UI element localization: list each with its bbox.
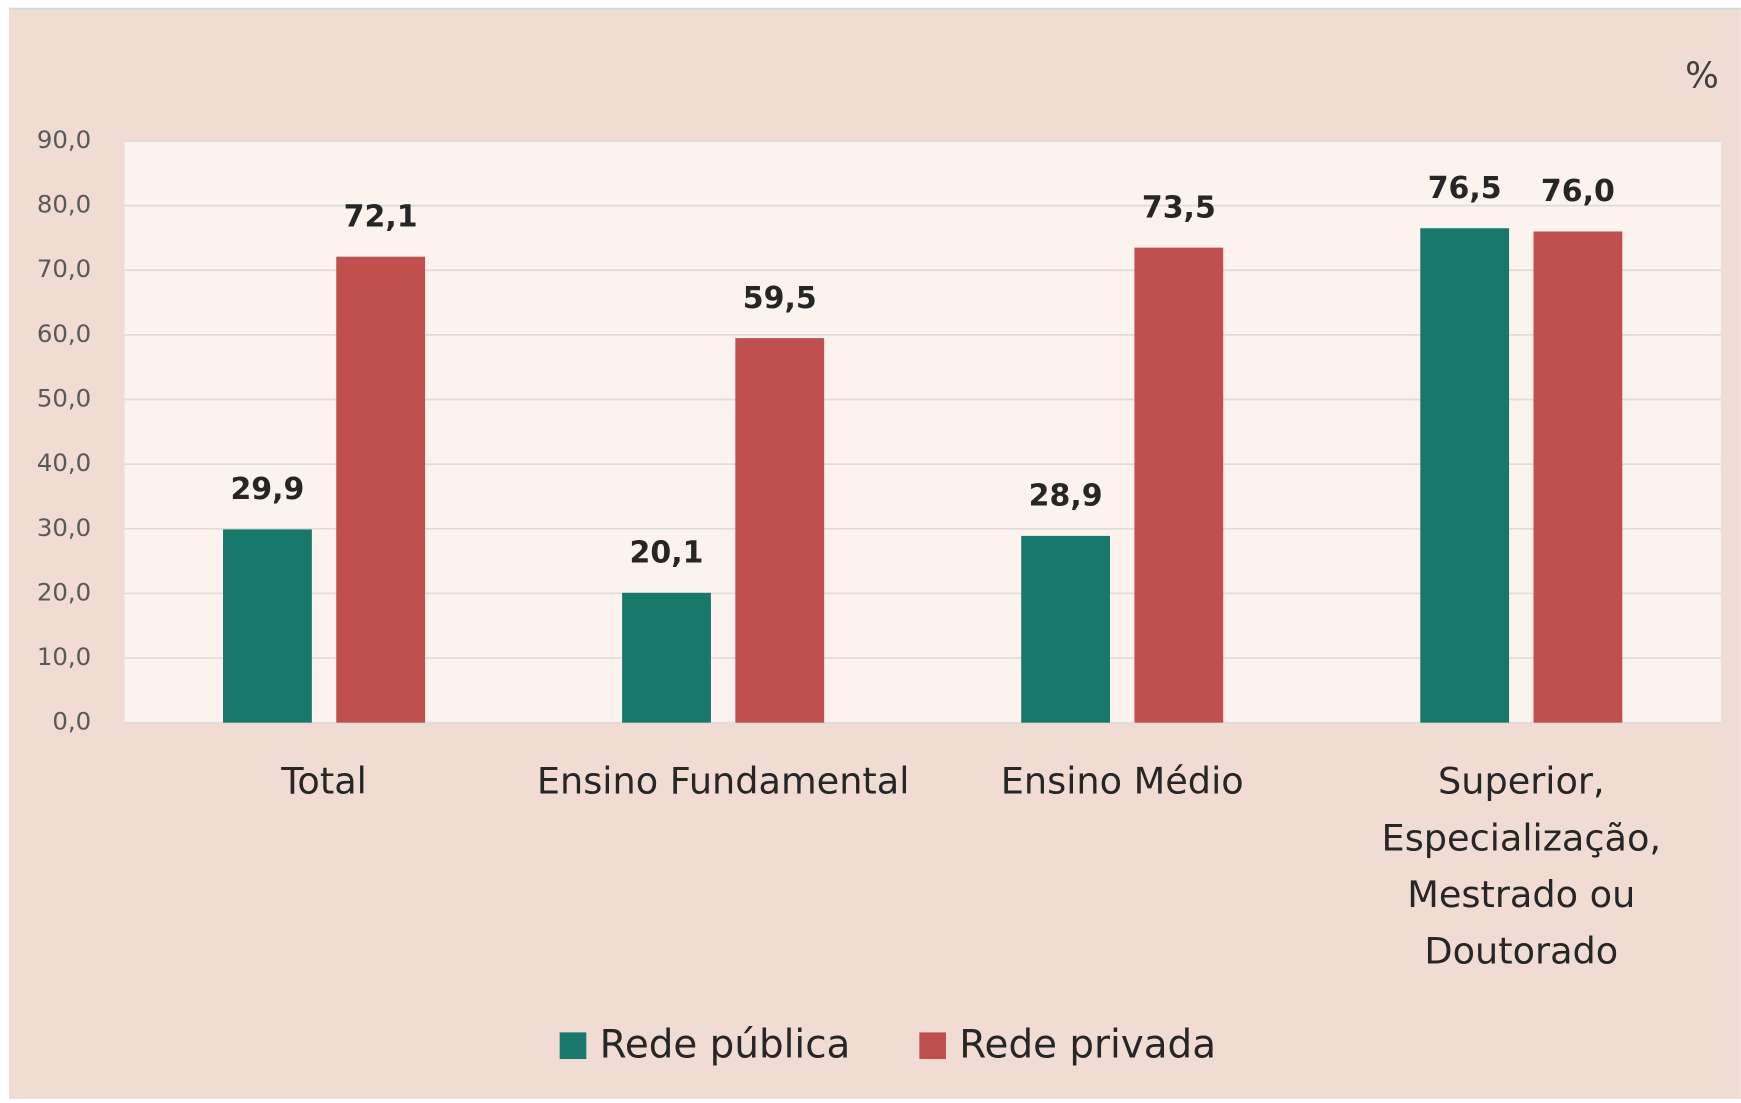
value-label: 28,9 xyxy=(1029,479,1103,514)
bar xyxy=(1021,535,1111,723)
value-label: 29,9 xyxy=(230,472,304,507)
y-tick-label: 30,0 xyxy=(37,513,91,542)
x-tick-label: Total xyxy=(281,759,367,803)
value-label: 20,1 xyxy=(630,535,704,570)
y-tick-label: 10,0 xyxy=(37,642,91,671)
bar xyxy=(336,256,426,723)
y-tick-label: 70,0 xyxy=(37,254,91,283)
value-label: 76,5 xyxy=(1428,171,1502,206)
value-label: 73,5 xyxy=(1142,190,1216,225)
bar xyxy=(1134,247,1224,723)
y-tick-label: 50,0 xyxy=(37,384,91,413)
bar xyxy=(223,529,312,723)
x-tick-label-box: Ensino Fundamental xyxy=(536,759,910,803)
y-tick-label: 90,0 xyxy=(37,125,91,154)
legend-label: Rede privada xyxy=(959,1022,1216,1067)
value-label: 72,1 xyxy=(344,199,418,234)
bar xyxy=(622,592,711,723)
x-tick-label-box: Ensino Médio xyxy=(1000,759,1244,803)
legend-swatch xyxy=(559,1032,587,1060)
y-tick-label: 0,0 xyxy=(52,707,91,736)
legend-swatch xyxy=(919,1032,946,1060)
value-label: 59,5 xyxy=(743,281,817,316)
x-tick-label: Superior, Especialização, Mestrado ou Do… xyxy=(1381,759,1662,973)
y-tick-label: 40,0 xyxy=(37,448,91,477)
y-tick-label: 20,0 xyxy=(37,577,91,606)
bar xyxy=(735,338,825,723)
x-tick-label-box: Superior, Especialização, Mestrado ou Do… xyxy=(1381,759,1662,973)
y-tick-label: 80,0 xyxy=(37,190,91,219)
legend-label: Rede pública xyxy=(600,1022,851,1067)
value-label: 76,0 xyxy=(1541,174,1615,209)
bar xyxy=(1533,231,1623,723)
unit-label: % xyxy=(1685,56,1719,97)
y-tick-label: 60,0 xyxy=(37,319,91,348)
x-tick-label: Ensino Médio xyxy=(1000,759,1244,803)
x-tick-label-box: Total xyxy=(281,759,367,803)
x-tick-label: Ensino Fundamental xyxy=(536,759,910,803)
bar xyxy=(1420,228,1510,723)
